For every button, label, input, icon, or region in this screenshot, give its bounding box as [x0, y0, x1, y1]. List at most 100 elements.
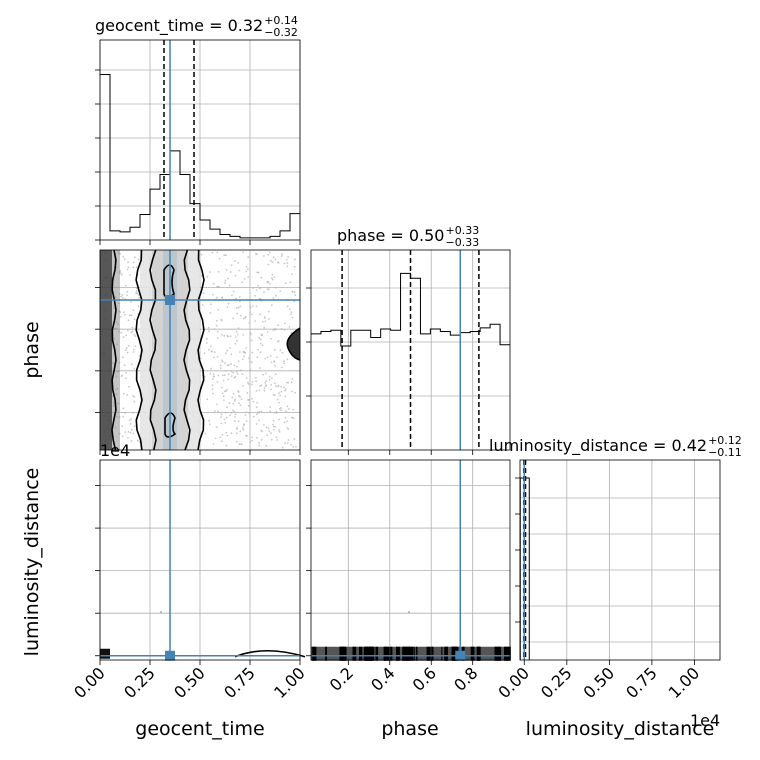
scatter-point [255, 413, 258, 416]
scatter-point [269, 410, 272, 413]
scatter-point [127, 430, 130, 433]
density-band [383, 646, 387, 661]
scatter-point [284, 395, 287, 398]
scatter-point [121, 356, 124, 359]
scatter-point [247, 256, 250, 258]
scatter-point [281, 255, 283, 257]
scatter-point [255, 305, 258, 308]
density-band [506, 646, 511, 661]
contour-line [286, 327, 301, 361]
scatter-point [221, 386, 223, 389]
x-tick-label: 0.25 [120, 663, 159, 702]
scatter-point [216, 403, 218, 406]
scatter-point [133, 367, 136, 370]
x-tick-label: 0.75 [622, 663, 661, 702]
scatter-point [249, 368, 252, 371]
scatter-point [217, 374, 220, 377]
scatter-point [233, 400, 236, 402]
title-upper-error: +0.12 [708, 434, 742, 447]
scatter-point [278, 407, 281, 410]
scatter-point [270, 259, 272, 262]
scatter-point [251, 397, 253, 400]
scatter-point [273, 276, 276, 278]
scatter-point [212, 378, 214, 380]
scatter-point [275, 410, 278, 413]
scatter-point [279, 394, 281, 397]
scatter-point [255, 380, 257, 383]
scatter-point [221, 360, 224, 363]
scatter-point [224, 362, 226, 365]
density-band [441, 646, 443, 661]
scatter-point [132, 395, 135, 397]
contour-line [183, 249, 191, 451]
scatter-point [132, 411, 135, 414]
scatter-point [259, 342, 262, 345]
scatter-point [293, 438, 296, 440]
density-band [100, 250, 112, 450]
scatter-point [237, 360, 240, 362]
scatter-point [241, 373, 244, 375]
scatter-point [281, 253, 283, 256]
scatter-point [235, 330, 238, 333]
scatter-point [268, 379, 271, 381]
scatter-point [293, 291, 296, 294]
density-band [365, 646, 369, 661]
density-band [397, 646, 400, 661]
density-band [359, 646, 363, 661]
scatter-point [249, 311, 251, 314]
density-band [454, 646, 456, 661]
x-tick-label: 0.00 [70, 663, 109, 702]
scatter-point [121, 435, 124, 438]
scatter-point [137, 258, 140, 261]
scatter-point [247, 399, 249, 401]
scatter-point [244, 351, 247, 354]
scatter-point [250, 333, 252, 336]
scatter-point [272, 393, 275, 396]
scatter-point [236, 432, 238, 434]
scatter-point [242, 350, 245, 353]
scatter-point [278, 429, 280, 431]
scatter-point [260, 276, 263, 279]
density-band [497, 646, 502, 661]
scatter-point [224, 411, 227, 414]
title-lower-error: −0.11 [708, 446, 742, 459]
scatter-point [294, 391, 296, 394]
scatter-point [246, 381, 249, 384]
density-band [471, 646, 473, 661]
density-band [494, 646, 497, 661]
scatter-point [126, 290, 129, 293]
scatter-point [233, 364, 236, 367]
scatter-point [212, 373, 215, 375]
density-band [352, 646, 357, 661]
scatter-point [291, 378, 294, 380]
scatter-point [209, 271, 211, 273]
scatter-point [276, 439, 278, 441]
scatter-point [120, 295, 122, 298]
density-band [313, 646, 317, 661]
scatter-point [239, 305, 242, 308]
scatter-point [237, 327, 240, 329]
scatter-point [220, 413, 223, 416]
scatter-point [228, 364, 230, 366]
scatter-point [255, 377, 257, 379]
scatter-point [267, 310, 270, 313]
scatter-point [283, 328, 286, 331]
scatter-point [264, 317, 266, 319]
scatter-point [235, 297, 237, 300]
contour-line [149, 249, 157, 451]
scatter-point [226, 306, 229, 308]
scatter-point [254, 320, 257, 322]
scatter-point [236, 373, 239, 375]
scatter-point [239, 404, 242, 407]
scatter-point [235, 440, 238, 443]
scatter-point [127, 437, 129, 439]
scatter-point [255, 423, 258, 425]
scatter-point [222, 379, 225, 382]
x-tick-label: 1.00 [665, 663, 704, 702]
scatter-point [266, 281, 269, 283]
title-luminosity-distance: luminosity_distance = 0.42 [489, 436, 707, 456]
scatter-point [213, 351, 216, 353]
density-band [504, 646, 508, 661]
scatter-point [268, 375, 271, 378]
